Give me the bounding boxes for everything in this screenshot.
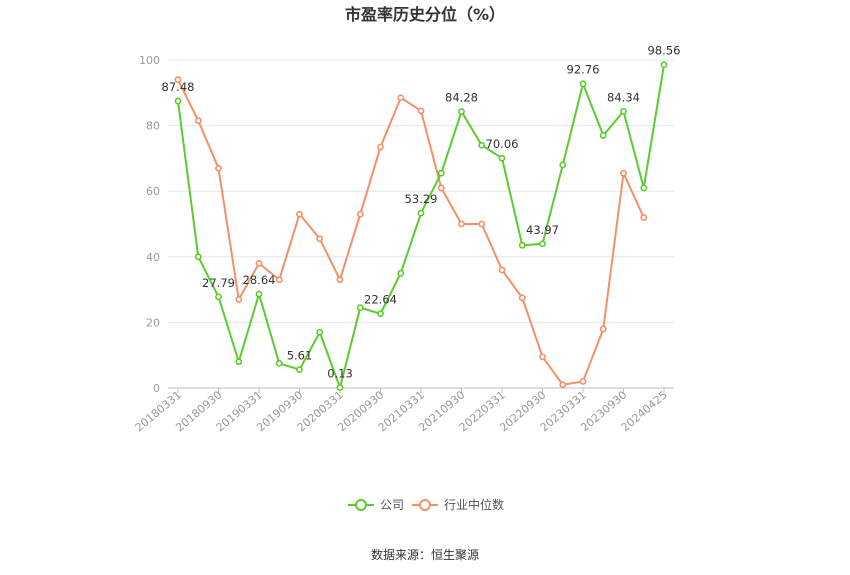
chart-title: 市盈率历史分位（%） [345, 5, 505, 24]
data-point [599, 325, 607, 333]
data-point [377, 143, 384, 151]
x-axis: 2018033120180930201903312019093020200331… [133, 387, 674, 434]
data-labels: 87.48 27.79 28.64 5.61 0.13 22.64 53.29 84.28 70… [162, 44, 681, 381]
data-point [498, 154, 506, 162]
data-point [660, 61, 668, 69]
data-label: 53.29 [405, 192, 438, 206]
y-tick-label: 100 [139, 54, 160, 67]
data-point [640, 184, 648, 192]
data-point [356, 210, 364, 218]
data-label: 27.79 [202, 276, 235, 290]
data-point [559, 381, 567, 389]
data-point [215, 293, 222, 301]
data-label: 92.76 [567, 63, 600, 77]
y-tick-label: 60 [146, 185, 160, 198]
data-point [437, 169, 445, 177]
data-point [296, 366, 303, 373]
data-point [316, 235, 324, 243]
data-label: 0.13 [327, 367, 353, 381]
data-point [275, 276, 283, 284]
source-note: 数据来源：恒生聚源 [371, 547, 479, 562]
y-tick-label: 40 [146, 251, 160, 264]
data-point [599, 132, 607, 139]
data-point [235, 358, 243, 366]
data-point [235, 296, 243, 303]
data-point [498, 266, 506, 274]
data-point [174, 97, 182, 105]
data-point [640, 214, 648, 221]
data-point [437, 184, 445, 192]
data-point [397, 94, 405, 102]
data-point [417, 107, 425, 115]
legend-label: 公司 [380, 498, 404, 512]
y-axis: 0 20 40 60 80 100 [139, 54, 160, 395]
data-point [518, 294, 526, 302]
data-point [559, 161, 567, 169]
data-point [194, 253, 202, 261]
data-point [458, 220, 465, 228]
legend: 公司 行业中位数 [348, 497, 504, 512]
y-tick-label: 20 [146, 316, 160, 329]
data-point [255, 290, 263, 298]
data-point [215, 164, 222, 172]
data-label: 84.34 [607, 90, 640, 104]
data-point [174, 76, 182, 84]
data-point [579, 80, 587, 88]
data-point [255, 259, 263, 267]
data-point [377, 310, 384, 318]
data-point [275, 359, 283, 367]
data-point [620, 107, 627, 115]
data-point [336, 384, 344, 391]
data-point [458, 108, 465, 115]
data-point [417, 209, 425, 217]
legend-label: 行业中位数 [444, 497, 504, 512]
data-point [539, 353, 546, 361]
legend-swatch-marker [355, 499, 367, 511]
legend-item-1[interactable]: 行业中位数 [412, 497, 504, 512]
data-point [336, 276, 344, 284]
data-label: 43.97 [526, 223, 559, 237]
data-point [296, 210, 303, 218]
data-label: 22.64 [364, 293, 397, 307]
data-label: 87.48 [162, 80, 195, 94]
data-point [620, 169, 627, 177]
data-point [356, 304, 364, 312]
data-point [579, 378, 587, 385]
data-label: 70.06 [486, 137, 519, 151]
data-point [397, 269, 405, 277]
data-point [316, 328, 324, 336]
series-line-1 [177, 79, 645, 386]
y-tick-label: 80 [146, 120, 160, 133]
data-point [478, 220, 486, 228]
legend-swatch-marker [419, 499, 431, 511]
data-point [478, 141, 486, 149]
series-group [174, 61, 668, 391]
data-point [518, 241, 526, 249]
data-label: 5.61 [287, 349, 313, 363]
data-label: 98.56 [648, 44, 681, 58]
data-point [539, 240, 546, 248]
data-point [194, 117, 202, 125]
data-label: 84.28 [445, 91, 478, 105]
data-label: 28.64 [243, 273, 276, 287]
y-tick-label: 0 [153, 382, 160, 395]
legend-item-0[interactable]: 公司 [348, 498, 404, 512]
